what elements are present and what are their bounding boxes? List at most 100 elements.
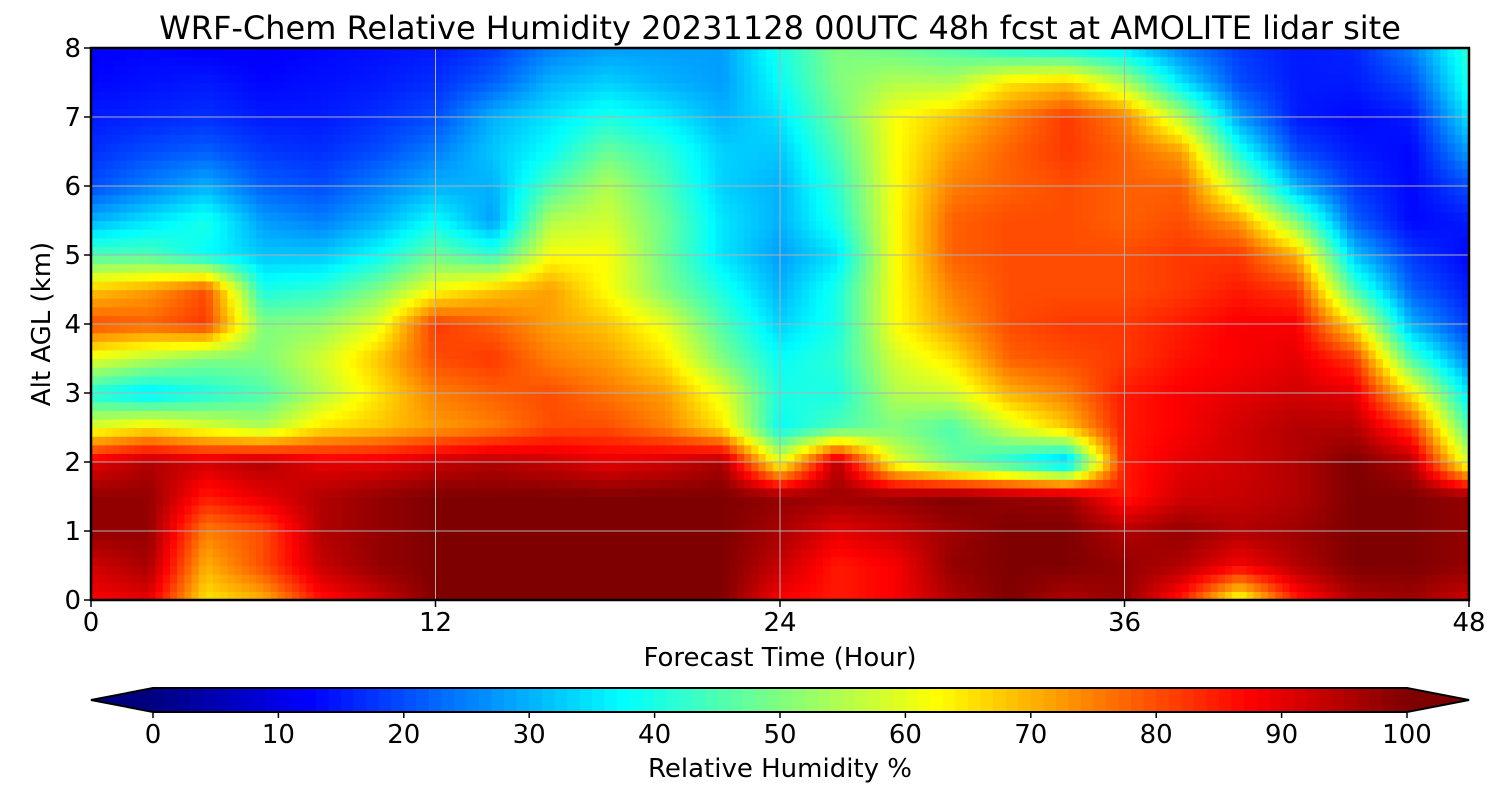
heatmap-cell [263,548,272,558]
heatmap-cell [550,522,559,532]
heatmap-cell [973,375,982,385]
heatmap-cell [808,565,817,575]
heatmap-cell [1346,470,1355,480]
heatmap-cell [1081,444,1090,454]
heatmap-cell [299,462,307,472]
heatmap-cell [1110,531,1118,541]
heatmap-cell [1009,470,1018,480]
heatmap-cell [528,479,537,489]
heatmap-cell [1239,375,1248,385]
heatmap-cell [1181,522,1190,532]
heatmap-cell [1260,539,1269,549]
heatmap-cell [1088,375,1097,385]
heatmap-cell [177,539,185,549]
heatmap-cell [945,548,953,558]
heatmap-cell [794,582,803,592]
heatmap-cell [1232,444,1240,454]
heatmap-cell [1009,410,1018,420]
heatmap-cell [902,470,910,480]
heatmap-cell [248,522,257,532]
heatmap-cell [277,513,286,523]
heatmap-cell [1196,384,1205,394]
heatmap-cell [1461,487,1469,498]
heatmap-cell [342,591,350,600]
heatmap-cell [335,410,343,420]
heatmap-cell [1325,556,1334,567]
heatmap-cell [1361,453,1370,463]
heatmap-cell [1074,427,1083,437]
heatmap-cell [1260,574,1269,584]
heatmap-cell [191,427,200,437]
heatmap-cell [564,444,573,454]
heatmap-cell [421,453,429,463]
heatmap-cell [492,401,501,411]
heatmap-cell [693,505,702,515]
heatmap-cell [1196,453,1205,463]
heatmap-cell [234,418,243,429]
heatmap-cell [959,522,968,532]
heatmap-cell [1354,582,1362,592]
heatmap-cell [327,479,336,489]
heatmap-cell [1117,427,1126,437]
heatmap-cell [1375,505,1384,515]
heatmap-cell [780,453,788,463]
heatmap-cell [880,470,889,480]
heatmap-cell [335,591,343,600]
heatmap-cell [1167,401,1176,411]
heatmap-cell [284,531,293,541]
heatmap-cell [1088,591,1097,600]
heatmap-cell [91,556,99,567]
heatmap-cell [787,565,795,575]
heatmap-cell [665,556,673,567]
heatmap-cell [112,487,121,498]
heatmap-cell [1339,496,1348,506]
heatmap-cell [952,591,961,600]
heatmap-cell [579,531,587,541]
heatmap-cell [198,393,207,403]
heatmap-cell [1411,427,1420,437]
heatmap-cell [306,393,315,403]
heatmap-cell [1303,531,1312,541]
heatmap-cell [887,393,896,403]
heatmap-cell [306,436,315,446]
heatmap-cell [823,522,831,532]
heatmap-cell [744,582,752,592]
heatmap-cell [672,375,681,385]
heatmap-cell [729,444,738,454]
heatmap-cell [1418,470,1427,480]
heatmap-cell [1246,418,1255,429]
heatmap-cell [1332,393,1341,403]
heatmap-cell [679,375,688,385]
heatmap-cell [571,384,580,394]
heatmap-cell [880,556,889,567]
heatmap-cell [1052,487,1061,498]
heatmap-cell [909,496,917,506]
heatmap-cell [1124,453,1133,463]
heatmap-cell [457,418,465,429]
heatmap-cell [916,556,925,567]
heatmap-cell [227,384,236,394]
heatmap-cell [1346,375,1355,385]
heatmap-cell [1095,505,1104,515]
heatmap-cell [370,401,379,411]
heatmap-cell [1052,401,1061,411]
heatmap-cell [866,418,874,429]
heatmap-cell [112,375,121,385]
heatmap-cell [191,384,200,394]
heatmap-cell [119,574,128,584]
heatmap-cell [98,393,106,403]
heatmap-cell [263,496,272,506]
heatmap-cell [1131,470,1140,480]
heatmap-cell [1210,513,1219,523]
heatmap-cell [1375,513,1384,523]
heatmap-cell [1318,505,1327,515]
heatmap-cell [657,462,666,472]
heatmap-cell [614,496,623,506]
heatmap-cell [586,418,594,429]
heatmap-cell [227,556,236,567]
heatmap-cell [1110,470,1118,480]
heatmap-cell [155,470,164,480]
heatmap-cell [945,410,953,420]
heatmap-cell [880,375,889,385]
heatmap-cell [701,487,709,498]
